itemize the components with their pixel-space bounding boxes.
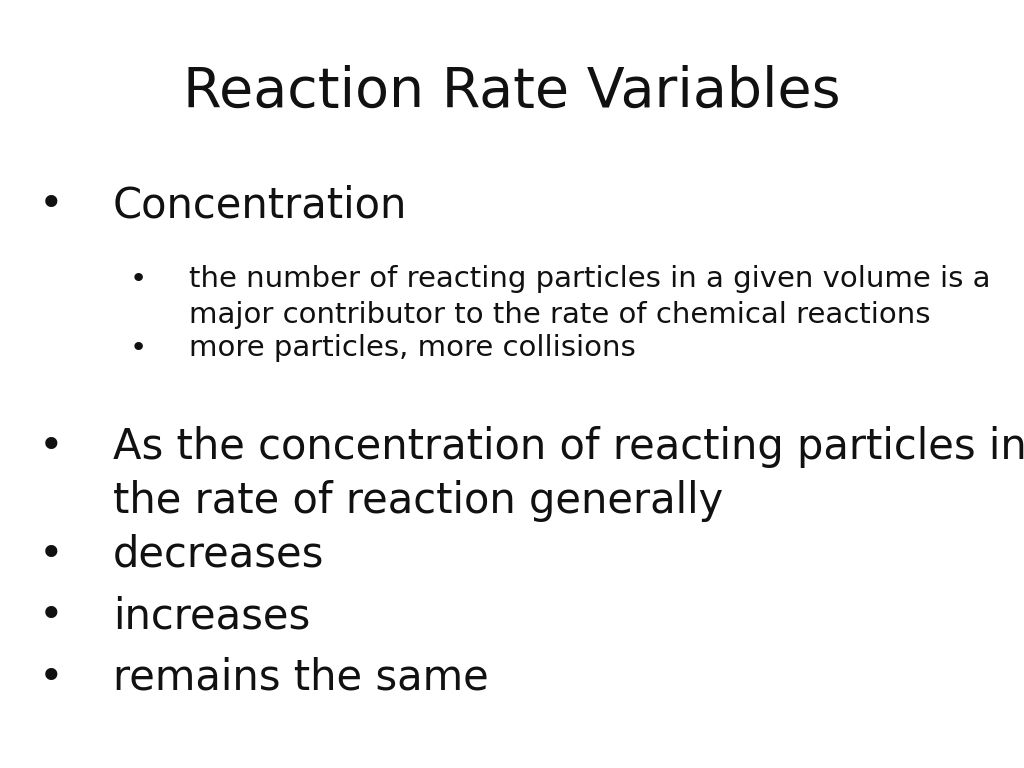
- Text: the number of reacting particles in a given volume is a
major contributor to the: the number of reacting particles in a gi…: [189, 265, 991, 329]
- Text: •: •: [39, 426, 63, 468]
- Text: remains the same: remains the same: [113, 657, 488, 699]
- Text: •: •: [130, 265, 146, 293]
- Text: •: •: [130, 334, 146, 362]
- Text: •: •: [39, 534, 63, 576]
- Text: •: •: [39, 657, 63, 699]
- Text: As the concentration of reacting particles increases,
the rate of reaction gener: As the concentration of reacting particl…: [113, 426, 1024, 521]
- Text: decreases: decreases: [113, 534, 324, 576]
- Text: Reaction Rate Variables: Reaction Rate Variables: [183, 65, 841, 119]
- Text: •: •: [39, 595, 63, 637]
- Text: Concentration: Concentration: [113, 184, 407, 227]
- Text: more particles, more collisions: more particles, more collisions: [189, 334, 636, 362]
- Text: •: •: [39, 184, 63, 227]
- Text: increases: increases: [113, 595, 310, 637]
